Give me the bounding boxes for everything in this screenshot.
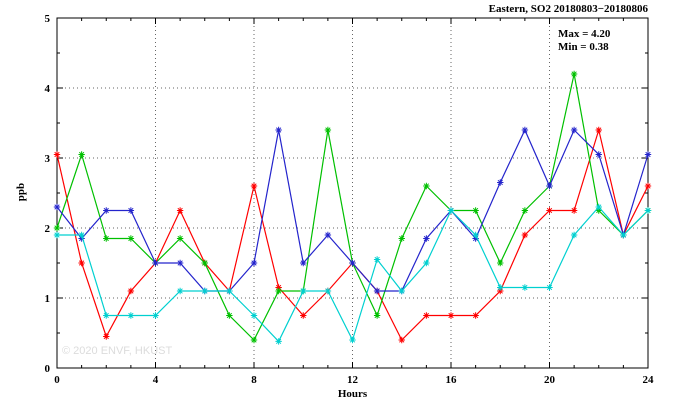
gridlines [57, 18, 648, 368]
svg-text:4: 4 [45, 83, 51, 95]
max-annotation: Max = 4.20 [558, 28, 611, 40]
svg-text:1: 1 [45, 293, 51, 305]
series-day-4-cyan [53, 203, 652, 345]
svg-text:0: 0 [45, 363, 51, 375]
y-axis-label: ppb [15, 182, 27, 202]
markers-day-4-cyan [53, 203, 652, 345]
max-min-annotation: Max = 4.20 Min = 0.38 [558, 28, 610, 54]
x-axis-label: Hours [337, 388, 368, 400]
svg-text:4: 4 [153, 374, 159, 386]
chart-title: Eastern, SO2 20180803−20180806 [488, 3, 648, 15]
svg-text:0: 0 [54, 374, 60, 386]
svg-text:16: 16 [446, 374, 458, 386]
svg-text:8: 8 [251, 374, 257, 386]
svg-text:24: 24 [643, 374, 655, 386]
svg-text:2: 2 [45, 223, 51, 235]
svg-text:20: 20 [544, 374, 556, 386]
watermark: © 2020 ENVF, HKUST [62, 345, 173, 357]
series-day-3-blue [53, 126, 652, 295]
svg-text:3: 3 [45, 153, 51, 165]
plot-border [56, 17, 649, 369]
svg-text:5: 5 [45, 13, 51, 25]
min-annotation: Min = 0.38 [558, 41, 609, 53]
svg-text:12: 12 [347, 374, 359, 386]
